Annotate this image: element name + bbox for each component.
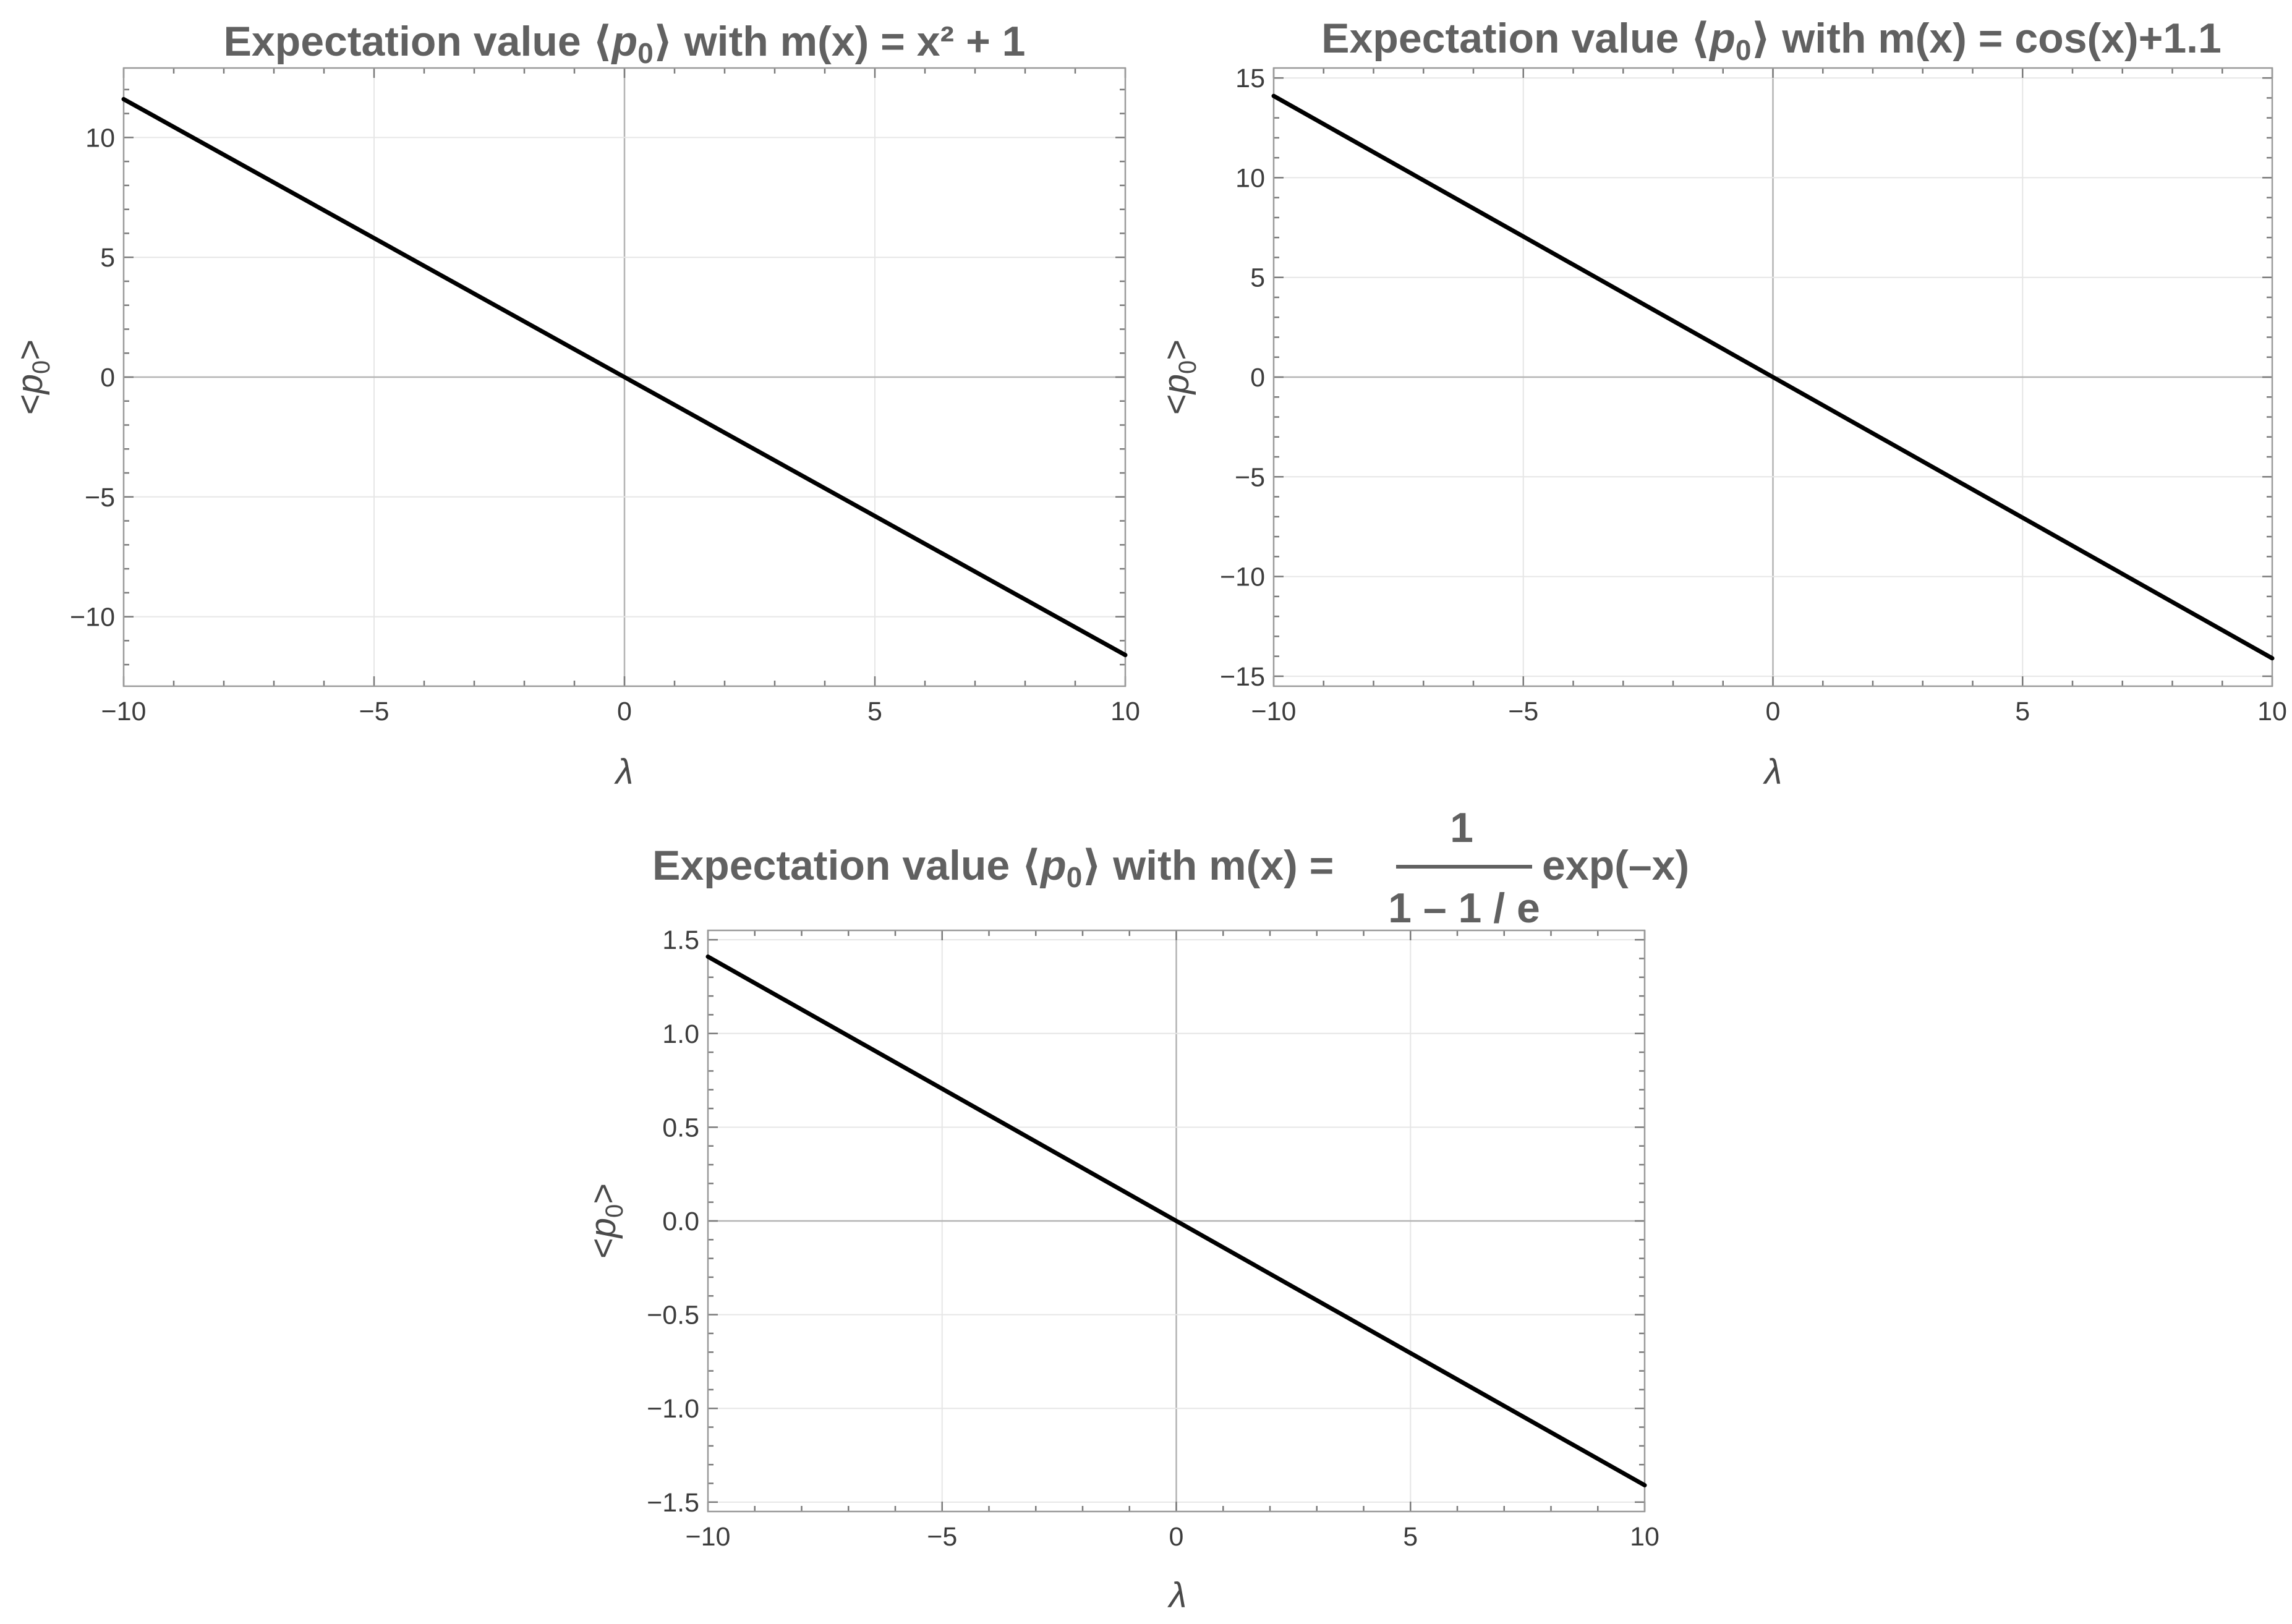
x-tick-label: −10 — [101, 697, 147, 726]
x-tick-label: −5 — [1508, 697, 1538, 726]
y-tick-label: 5 — [1250, 263, 1265, 293]
x-tick-labels: −10 −5 0 5 10 — [101, 697, 1140, 726]
x-tick-labels: −10 −5 0 5 10 — [1251, 697, 2287, 726]
x-tick-label: −5 — [359, 697, 389, 726]
series-layer — [705, 954, 1647, 1487]
x-tick-label: −10 — [686, 1522, 731, 1552]
y-axis-label: <p0> — [583, 1183, 628, 1259]
y-tick-label: 0.0 — [662, 1207, 699, 1236]
y-tick-label: 10 — [85, 123, 115, 153]
y-tick-label: 0 — [100, 363, 115, 393]
x-tick-label: 0 — [1766, 697, 1781, 726]
axis-ticks — [707, 930, 1646, 1511]
x-axis-label: λ — [1167, 1575, 1187, 1615]
x-tick-label: 0 — [617, 697, 632, 726]
x-tick-label: 0 — [1169, 1522, 1184, 1552]
series-layer — [1271, 93, 2275, 661]
y-tick-label: −15 — [1220, 662, 1265, 692]
y-tick-label: −10 — [70, 603, 115, 632]
y-tick-label: −1.5 — [647, 1488, 699, 1518]
series-line — [1271, 93, 2275, 661]
chart-title: Expectation value ⟨p0⟩ with m(x) = — [652, 842, 1334, 893]
chart-title: Expectation value ⟨p0⟩ with m(x) = cos(x… — [1321, 15, 2222, 66]
axis-ticks — [1272, 68, 2273, 686]
series-line — [705, 954, 1647, 1487]
panel-x2-plus-1: Expectation value ⟨p0⟩ with m(x) = x² + … — [10, 18, 1140, 792]
y-tick-label: −5 — [1235, 462, 1265, 492]
y-tick-label: −5 — [85, 483, 115, 512]
panel-exp-minus-x: Expectation value ⟨p0⟩ with m(x) = 1 1 –… — [583, 804, 1689, 1615]
y-tick-label: 0 — [1250, 363, 1265, 393]
y-axis-label: <p0> — [1156, 339, 1201, 415]
chart-title: Expectation value ⟨p0⟩ with m(x) = x² + … — [224, 18, 1026, 69]
x-tick-label: 5 — [1403, 1522, 1418, 1552]
y-tick-label: 1.0 — [662, 1019, 699, 1049]
series-layer — [121, 96, 1128, 658]
x-tick-label: 5 — [867, 697, 882, 726]
x-tick-labels: −10 −5 0 5 10 — [686, 1522, 1659, 1552]
x-tick-label: 10 — [1110, 697, 1140, 726]
x-axis-label: λ — [614, 752, 634, 792]
x-tick-label: 10 — [1630, 1522, 1659, 1552]
y-tick-labels: −1.5 −1.0 −0.5 0.0 0.5 1.0 1.5 — [647, 925, 699, 1518]
x-tick-label: −5 — [927, 1522, 957, 1552]
y-tick-label: 15 — [1235, 64, 1265, 93]
series-line — [121, 96, 1128, 658]
plot-frame — [707, 929, 1646, 1513]
y-tick-labels: −15 −10 −5 0 5 10 15 — [1220, 64, 1265, 692]
y-tick-label: 5 — [100, 243, 115, 273]
x-tick-label: 5 — [2015, 697, 2030, 726]
plot-frame — [1272, 67, 2273, 687]
fraction-after: exp(–x) — [1542, 842, 1689, 889]
y-tick-label: −10 — [1220, 563, 1265, 592]
y-tick-label: 0.5 — [662, 1113, 699, 1142]
y-tick-label: −0.5 — [647, 1301, 699, 1330]
x-tick-label: 10 — [2257, 697, 2287, 726]
x-tick-label: −10 — [1251, 697, 1297, 726]
y-tick-label: −1.0 — [647, 1394, 699, 1424]
y-axis-label: <p0> — [10, 339, 55, 415]
y-tick-label: 10 — [1235, 163, 1265, 193]
plot-frame — [122, 67, 1127, 687]
x-axis-label: λ — [1763, 752, 1783, 792]
fraction-numerator: 1 — [1450, 804, 1473, 851]
y-tick-labels: −10 −5 0 5 10 — [70, 123, 115, 632]
y-tick-label: 1.5 — [662, 925, 699, 955]
panel-cos-plus-1-1: Expectation value ⟨p0⟩ with m(x) = cos(x… — [1156, 15, 2287, 792]
fraction-denominator: 1 – 1 / e — [1388, 885, 1540, 932]
